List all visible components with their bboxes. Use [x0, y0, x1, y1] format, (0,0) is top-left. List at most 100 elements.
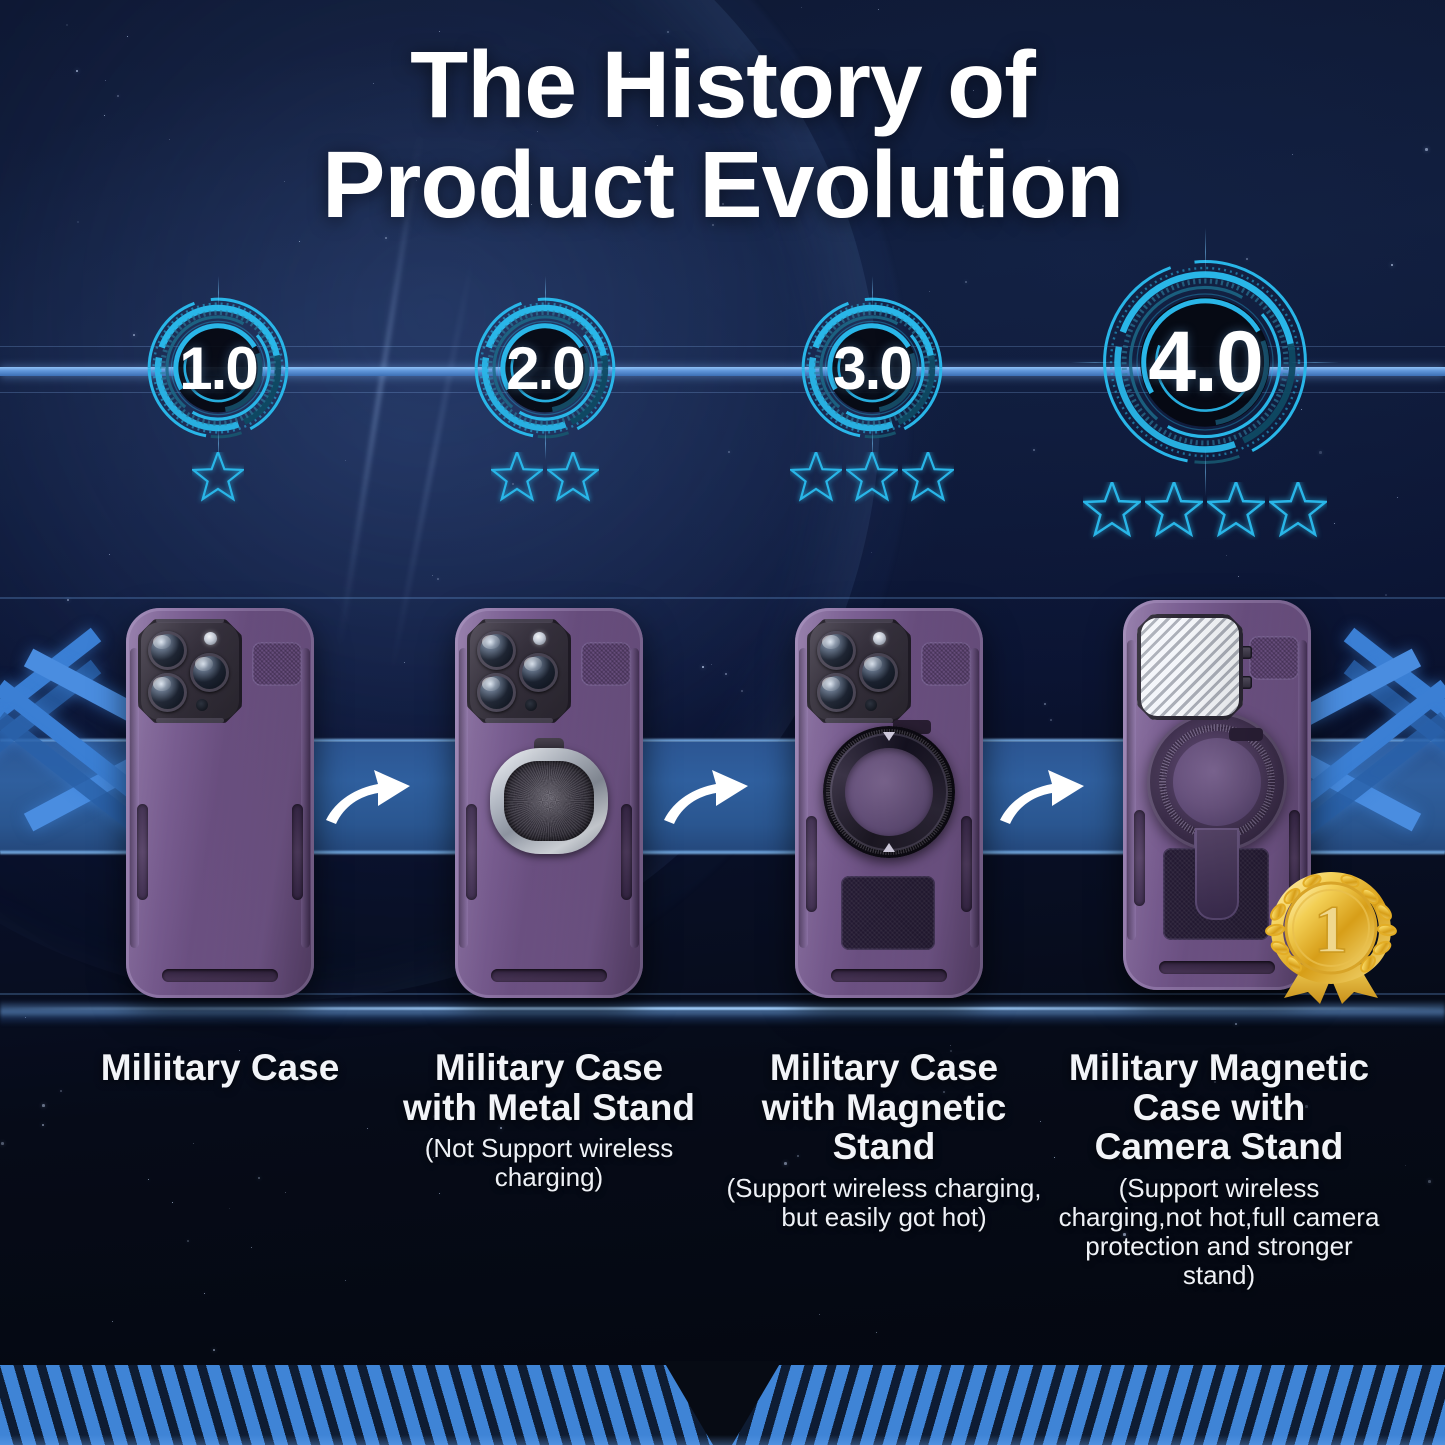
card-slot-panel	[1163, 848, 1269, 940]
cover-hinge	[1235, 646, 1252, 659]
camera-module	[467, 619, 571, 723]
version-badge-label-2: 3.0	[833, 334, 912, 402]
camera-lens	[817, 631, 856, 670]
star-outline-icon	[902, 452, 954, 504]
product-caption-3: Military Case with Magnetic Stand (Suppor…	[716, 1048, 1052, 1232]
band-hairline-top	[0, 597, 1445, 599]
metal-ring-stand	[490, 738, 608, 854]
camera-lens	[148, 631, 187, 670]
product-note-3: (Support wireless charging, but easily g…	[726, 1172, 1042, 1232]
texture-panel	[581, 642, 631, 686]
camera-flash-icon	[204, 632, 217, 645]
star-outline-icon	[491, 452, 543, 504]
version-badge-label-0: 1.0	[179, 334, 258, 402]
midband-edge-bottom	[0, 850, 1445, 855]
connector-hairline	[0, 392, 1445, 393]
star-outline-icon	[1207, 482, 1265, 540]
phone-case-body	[126, 608, 314, 998]
timeline-connector	[0, 346, 1445, 393]
product-image-1	[126, 608, 314, 998]
star-outline-icon	[1269, 482, 1327, 540]
evolution-arrow-1	[322, 760, 414, 832]
page-title: The History of Product Evolution	[0, 35, 1445, 238]
version-badge-4.0[interactable]: 4.0	[1097, 254, 1313, 470]
camera-lens	[817, 673, 856, 712]
star-outline-icon	[790, 452, 842, 504]
star-outline-icon	[1083, 482, 1141, 540]
phone-case-body	[1123, 600, 1311, 990]
bottom-slot	[1159, 961, 1275, 974]
phone-case-body	[795, 608, 983, 998]
hud-ring-icon	[471, 294, 619, 442]
connector-core	[0, 367, 1445, 376]
camera-lens	[148, 673, 187, 712]
product-note-4: (Support wireless charging,not hot,full …	[1058, 1172, 1380, 1291]
camera-lens	[477, 673, 516, 712]
title-line-2: Product Evolution	[321, 131, 1124, 238]
product-name-2: Military Case with Metal Stand	[403, 1047, 695, 1128]
version-badge-label-3: 4.0	[1148, 313, 1264, 410]
bottom-glow	[0, 1435, 1445, 1445]
kickstand-leg	[1194, 832, 1240, 928]
horizon-glow	[0, 1000, 1445, 1026]
rating-stars-2.0	[491, 452, 599, 504]
camera-module	[807, 619, 911, 723]
product-name-4: Military Magnetic Case with Camera Stand	[1068, 1047, 1370, 1168]
version-badge-1.0[interactable]: 1.0	[144, 294, 292, 442]
star-outline-icon	[547, 452, 599, 504]
horizon-line	[0, 1007, 1445, 1010]
cover-hinge	[1235, 676, 1252, 689]
hud-ring-icon	[798, 294, 946, 442]
camera-lens	[477, 631, 516, 670]
camera-sensor-icon	[525, 699, 537, 711]
version-badge-2.0[interactable]: 2.0	[471, 294, 619, 442]
magsafe-ring	[823, 726, 955, 858]
product-caption-1: Miliitary Case	[30, 1048, 410, 1095]
magsafe-ring	[1147, 712, 1287, 852]
camera-cover-stand	[1137, 614, 1243, 720]
connector-hairline	[0, 346, 1445, 347]
product-caption-2: Military Case with Metal Stand (Not Suppo…	[381, 1048, 717, 1192]
version-badge-label-1: 2.0	[506, 334, 585, 402]
star-outline-icon	[192, 452, 244, 504]
bottom-slot	[491, 969, 607, 982]
star-outline-icon	[846, 452, 898, 504]
bottom-slot	[162, 969, 278, 982]
camera-lens	[519, 653, 558, 692]
midband-edge-top	[0, 738, 1445, 743]
product-note-2: (Not Support wireless charging)	[424, 1133, 674, 1193]
version-badge-3.0[interactable]: 3.0	[798, 294, 946, 442]
product-image-3	[795, 608, 983, 998]
camera-flash-icon	[533, 632, 546, 645]
bottom-stripes-right	[716, 1365, 1445, 1445]
rating-stars-1.0	[192, 452, 244, 504]
title-line-1: The History of	[410, 32, 1036, 138]
product-name-1: Miliitary Case	[100, 1047, 340, 1088]
evolution-arrow-3	[996, 760, 1088, 832]
phone-case-body	[455, 608, 643, 998]
rating-stars-4.0	[1083, 482, 1327, 540]
camera-lens	[190, 653, 229, 692]
camera-module	[138, 619, 242, 723]
texture-panel	[252, 642, 302, 686]
star-outline-icon	[1145, 482, 1203, 540]
bottom-stripe-decoration	[0, 1337, 1445, 1445]
medal-rank-text: 1	[1314, 891, 1348, 967]
card-slot-panel	[841, 876, 935, 950]
camera-sensor-icon	[196, 699, 208, 711]
texture-panel	[921, 642, 971, 686]
camera-flash-icon	[873, 632, 886, 645]
product-image-4	[1123, 600, 1311, 990]
rating-stars-3.0	[790, 452, 954, 504]
product-name-3: Military Case with Magnetic Stand	[761, 1047, 1007, 1168]
evolution-arrow-2	[660, 760, 752, 832]
product-image-2	[455, 608, 643, 998]
product-caption-4: Military Magnetic Case with Camera Stand (…	[1049, 1048, 1389, 1290]
camera-sensor-icon	[865, 699, 877, 711]
band-hairline-bottom	[0, 993, 1445, 995]
hud-ring-icon	[144, 294, 292, 442]
camera-lens	[859, 653, 898, 692]
bottom-slot	[831, 969, 947, 982]
bottom-stripes-left	[0, 1365, 729, 1445]
hud-ring-icon	[1097, 254, 1313, 470]
